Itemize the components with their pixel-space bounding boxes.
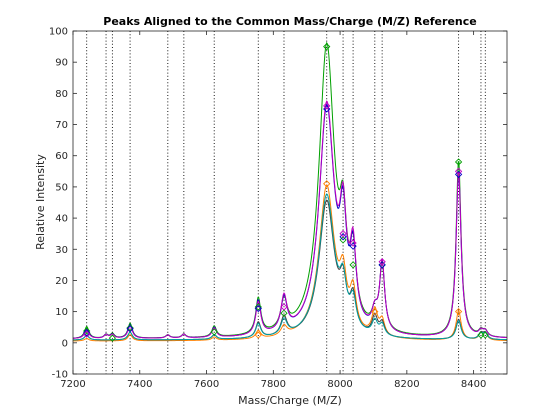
peak-marker-0-12 <box>481 331 489 339</box>
peak-marker-0-0 <box>83 327 91 335</box>
y-tick-label-8: 70 <box>55 120 68 131</box>
peak-marker-2-6 <box>454 167 463 175</box>
plot-area-background <box>73 31 507 374</box>
peak-marker-0-10 <box>454 158 463 166</box>
y-tick-label-10: 90 <box>55 58 68 69</box>
peak-marker-2-2 <box>323 102 331 110</box>
y-tick-label-5: 40 <box>55 214 68 225</box>
peak-marker-1-7 <box>454 170 463 179</box>
y-axis-label: Relative Intensity <box>34 154 47 250</box>
y-tick-label-4: 30 <box>55 245 68 256</box>
peak-marker-3-0 <box>254 331 262 339</box>
peak-marker-2-4 <box>349 239 357 247</box>
x-tick-label-1: 7400 <box>127 379 152 390</box>
peak-marker-0-8 <box>349 261 357 269</box>
peak-marker-1-6 <box>378 261 386 269</box>
x-tick-label-2: 7600 <box>194 379 219 390</box>
x-tick-label-0: 7200 <box>60 379 85 390</box>
y-tick-label-0: -10 <box>52 370 68 381</box>
x-axis-label: Mass/Charge (M/Z) <box>238 394 342 407</box>
peak-marker-1-5 <box>349 242 357 250</box>
series-markers-group <box>83 42 489 342</box>
peak-marker-2-5 <box>378 258 386 266</box>
y-tick-label-3: 20 <box>55 276 68 287</box>
peak-marker-1-0 <box>83 329 91 337</box>
peak-marker-0-3 <box>210 328 218 336</box>
peak-marker-2-1 <box>280 303 288 311</box>
peak-marker-3-3 <box>454 307 463 316</box>
peak-marker-0-1 <box>108 334 117 342</box>
series-line-3 <box>72 184 508 342</box>
ticks-group: 7200 7400 7600 7800 8000 8200 8400 -10 0 10 20 30 40… <box>49 27 507 390</box>
x-tick-label-6: 8400 <box>461 379 486 390</box>
series-lines-group <box>72 41 508 342</box>
axes-box <box>72 30 508 375</box>
peak-marker-1-3 <box>323 105 331 113</box>
peak-marker-3-1 <box>323 180 331 188</box>
peak-marker-0-2 <box>126 324 134 332</box>
peak-marker-1-1 <box>126 325 134 333</box>
peak-marker-3-2 <box>371 307 379 316</box>
axes-group <box>72 30 508 375</box>
x-tick-label-5: 8200 <box>394 379 419 390</box>
peak-marker-2-3 <box>339 230 347 238</box>
peak-marker-2-0 <box>83 330 91 338</box>
y-tick-label-2: 10 <box>55 307 68 318</box>
peak-marker-0-4 <box>254 303 262 311</box>
y-tick-label-7: 60 <box>55 151 68 162</box>
peak-marker-0-6 <box>323 42 331 51</box>
x-tick-label-4: 8000 <box>327 379 352 390</box>
y-tick-label-11: 100 <box>49 27 68 38</box>
x-tick-label-3: 7800 <box>261 379 286 390</box>
peak-marker-0-5 <box>280 309 288 317</box>
chart-title: Peaks Aligned to the Common Mass/Charge … <box>103 15 476 28</box>
peak-marker-1-4 <box>339 233 347 241</box>
series-line-2 <box>72 100 508 339</box>
y-tick-label-6: 50 <box>55 182 68 193</box>
series-line-5 <box>72 193 508 341</box>
peak-marker-0-7 <box>339 236 347 244</box>
y-tick-label-1: 0 <box>62 338 68 349</box>
peak-marker-1-2 <box>254 304 262 313</box>
y-tick-label-9: 80 <box>55 89 68 100</box>
